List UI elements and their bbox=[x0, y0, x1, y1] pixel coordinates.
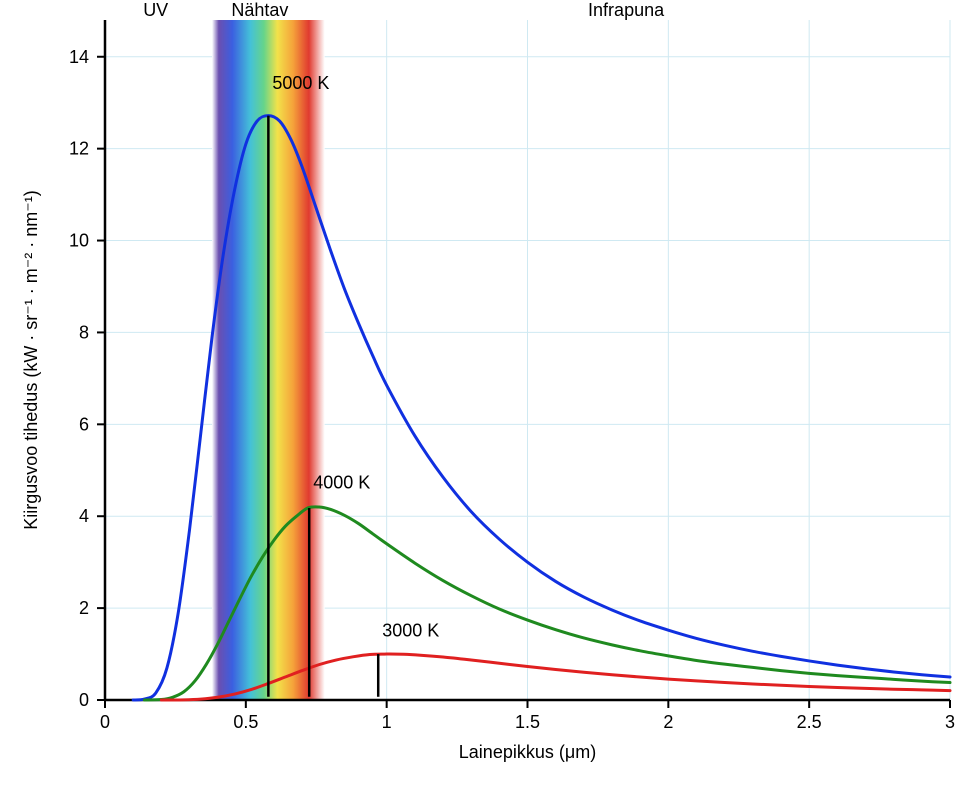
peak-label-4000K: 4000 K bbox=[313, 473, 370, 493]
y-tick-label: 2 bbox=[79, 598, 89, 618]
x-tick-label: 0.5 bbox=[233, 712, 258, 732]
region-label-uv: UV bbox=[143, 0, 168, 20]
y-tick-label: 14 bbox=[69, 47, 89, 67]
x-tick-label: 2 bbox=[663, 712, 673, 732]
y-tick-label: 8 bbox=[79, 322, 89, 342]
x-tick-label: 3 bbox=[945, 712, 955, 732]
peak-label-3000K: 3000 K bbox=[382, 621, 439, 641]
blackbody-chart: 0 0.5 1 1.5 2 2.5 3 0 2 4 6 8 10 12 14 Lainepikkus (μm)… bbox=[0, 0, 963, 792]
x-tick-label: 1.5 bbox=[515, 712, 540, 732]
x-tick-label: 2.5 bbox=[797, 712, 822, 732]
y-tick-label: 6 bbox=[79, 414, 89, 434]
y-tick-label: 10 bbox=[69, 231, 89, 251]
chart-container: { "chart": { "type": "line", "width": 96… bbox=[0, 0, 963, 792]
y-tick-label: 4 bbox=[79, 506, 89, 526]
x-axis-label: Lainepikkus (μm) bbox=[459, 742, 596, 762]
x-tick-label: 0 bbox=[100, 712, 110, 732]
y-axis-label: Kiirgusvoo tihedus (kW · sr⁻¹ · m⁻² · nm… bbox=[21, 190, 41, 530]
y-tick-label: 12 bbox=[69, 139, 89, 159]
region-label-visible: Nähtav bbox=[231, 0, 288, 20]
y-tick-label: 0 bbox=[79, 690, 89, 710]
region-label-infrared: Infrapuna bbox=[588, 0, 665, 20]
peak-label-5000K: 5000 K bbox=[272, 73, 329, 93]
x-tick-label: 1 bbox=[382, 712, 392, 732]
